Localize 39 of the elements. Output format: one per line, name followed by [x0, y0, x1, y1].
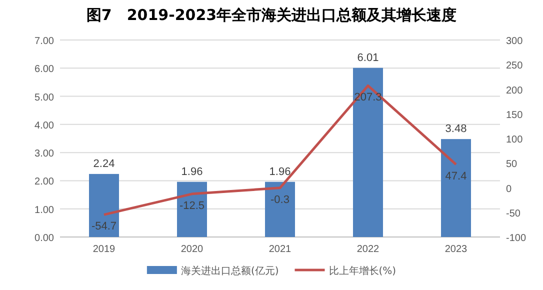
y2-tick-label: 50	[506, 159, 518, 170]
y-tick-label: 6.00	[34, 64, 54, 76]
bar	[177, 182, 207, 237]
y2-tick-label: 150	[506, 110, 524, 121]
y-tick-label: 0.00	[34, 233, 54, 244]
legend-label: 比上年增长(%)	[328, 265, 396, 277]
data-label: 3.48	[445, 123, 467, 136]
data-label: 1.96	[269, 166, 291, 178]
bar	[441, 139, 471, 237]
x-tick-label: 2022	[356, 244, 380, 255]
data-label: -54.7	[91, 220, 117, 233]
x-tick-label: 2023	[444, 244, 468, 255]
y2-tick-label: -50	[506, 208, 521, 220]
y-tick-label: 2.00	[34, 176, 54, 188]
x-tick-label: 2021	[268, 244, 292, 255]
data-label: 2.24	[93, 158, 115, 170]
x-tick-label: 2019	[92, 244, 116, 255]
y2-tick-label: -100	[506, 233, 526, 244]
y-tick-label: 5.00	[34, 92, 54, 104]
data-label: 47.4	[445, 170, 467, 182]
y2-tick-label: 100	[506, 134, 524, 146]
y2-tick-label: 0	[506, 184, 512, 195]
chart-title: 图7 2019-2023年全市海关进出口总额及其增长速度	[86, 6, 457, 24]
x-tick-label: 2020	[180, 244, 204, 255]
data-label: -0.3	[270, 194, 290, 206]
data-label: 6.01	[357, 52, 379, 64]
y2-tick-label: 200	[506, 85, 524, 96]
y2-tick-label: 300	[506, 36, 524, 47]
data-label: -12.5	[179, 200, 205, 212]
y-tick-label: 1.00	[34, 204, 54, 216]
data-label: 1.96	[181, 166, 203, 178]
y-tick-label: 3.00	[34, 148, 54, 160]
bar	[265, 182, 295, 237]
y-tick-label: 4.00	[34, 120, 54, 132]
bar	[89, 174, 119, 237]
y2-tick-label: 250	[506, 60, 524, 72]
y-tick-label: 7.00	[34, 36, 54, 47]
bar	[353, 68, 383, 237]
legend-label: 海关进出口总额(亿元)	[180, 265, 279, 277]
